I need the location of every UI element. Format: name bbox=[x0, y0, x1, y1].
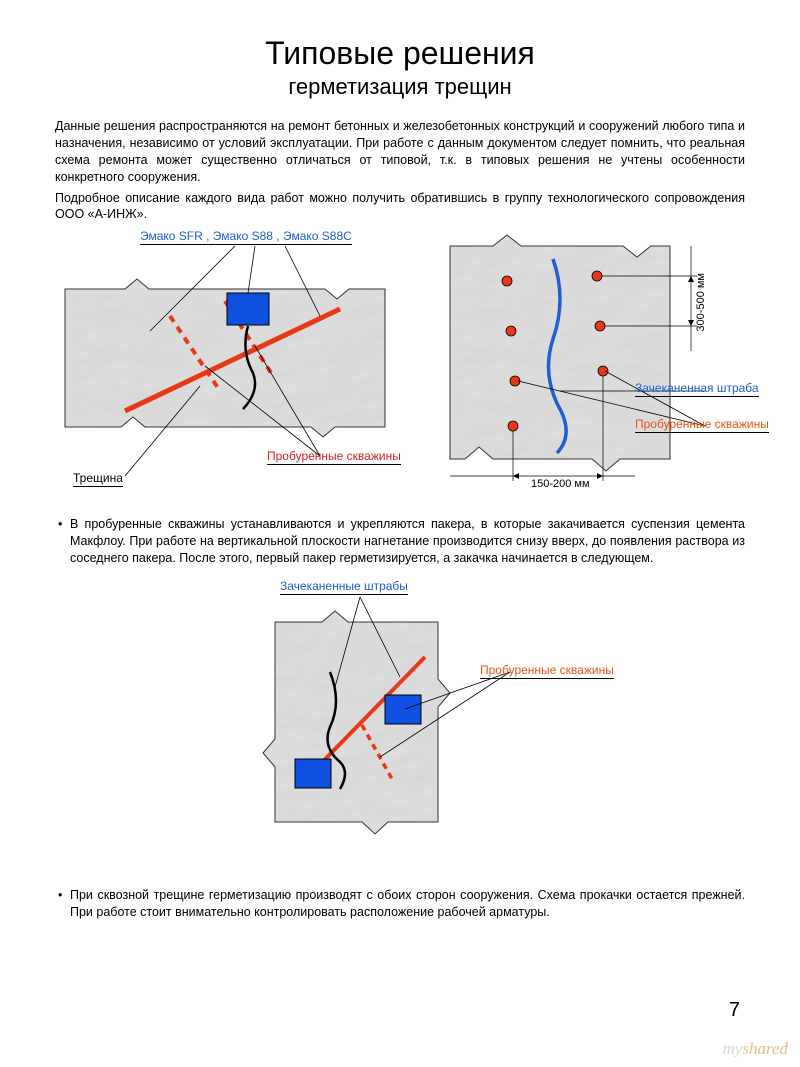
page: Типовые решения герметизация трещин Данн… bbox=[0, 0, 800, 921]
watermark: myshared bbox=[723, 1039, 788, 1059]
drilled-holes-label-2: Пробуренные скважины bbox=[635, 417, 769, 433]
dim-vertical: 300-500 мм bbox=[695, 273, 707, 332]
page-title: Типовые решения bbox=[55, 35, 745, 72]
diagram-crack-front: 150-200 мм 300-500 мм Зачеканенная штраб… bbox=[435, 231, 755, 501]
diagram-crack-side: Эмако SFR , Эмако S88 , Эмако S88C bbox=[55, 231, 415, 501]
bullet-paragraph-2: При сквозной трещине герметизацию произв… bbox=[55, 887, 745, 921]
crack-label: Трещина bbox=[73, 471, 123, 487]
drilled-holes-label-1: Пробуренные скважины bbox=[267, 449, 401, 465]
bullet-paragraph-1: В пробуренные скважины устанавливаются и… bbox=[55, 516, 745, 567]
page-subtitle: герметизация трещин bbox=[55, 74, 745, 100]
caulked-groove-label: Зачеканенная штраба bbox=[635, 381, 759, 397]
materials-label: Эмако SFR , Эмако S88 , Эмако S88C bbox=[140, 229, 352, 245]
dim-horizontal: 150-200 мм bbox=[531, 478, 590, 490]
diagrams-top-row: Эмако SFR , Эмако S88 , Эмако S88C bbox=[55, 231, 745, 501]
drilled-holes-label-3: Пробуренные скважины bbox=[480, 663, 614, 679]
diagram-2-svg bbox=[435, 231, 755, 501]
diagram-bottom: Зачеканенные штрабы bbox=[55, 577, 745, 857]
watermark-shared: shared bbox=[742, 1039, 788, 1058]
watermark-my: my bbox=[723, 1039, 743, 1058]
diagram-3-svg bbox=[55, 577, 745, 857]
intro-paragraph-2: Подробное описание каждого вида работ мо… bbox=[55, 190, 745, 224]
intro-paragraph-1: Данные решения распространяются на ремон… bbox=[55, 118, 745, 186]
page-number: 7 bbox=[729, 999, 740, 1022]
